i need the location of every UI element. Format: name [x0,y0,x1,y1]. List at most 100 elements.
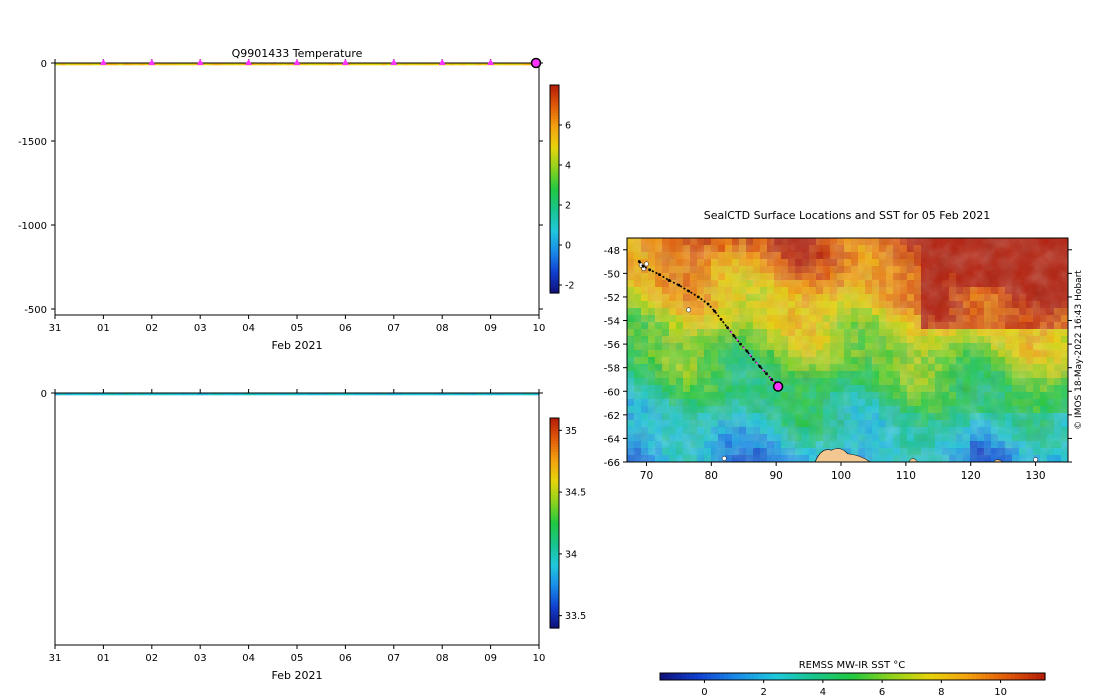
profile-cell [134,31,140,33]
profile-cell [286,18,292,20]
profile-cell [108,56,114,58]
profile-cell [202,48,208,50]
profile-cell [181,46,187,48]
profile-cell [123,33,129,35]
profile-cell [113,375,119,377]
profile-cell [528,53,534,55]
profile-cell [176,34,182,36]
profile-cell [323,41,329,43]
profile-cell [123,21,129,23]
profile-cell [292,16,298,18]
profile-cell [102,4,108,6]
profile-cell [87,386,93,388]
profile-cell [329,8,335,10]
colorbar-tick-label: -2 [565,281,574,292]
profile-cell [165,50,171,52]
profile-cell [413,1,419,3]
profile-cell [460,45,466,47]
profile-cell [434,60,440,62]
profile-cell [208,38,214,40]
profile-cell [102,378,108,380]
profile-cell [513,41,519,43]
profile-cell [281,26,287,28]
profile-cell [165,29,171,31]
profile-cell [113,371,119,373]
profile-cell [123,338,129,340]
profile-cell [465,4,471,6]
profile-cell [281,21,287,23]
profile-cell [160,4,166,6]
profile-cell [339,3,345,5]
profile-cell [92,343,98,345]
profile-cell [255,8,261,10]
profile-cell [492,18,498,20]
profile-cell [371,24,377,26]
colorbar-swatch [550,191,559,195]
profile-cell [413,48,419,50]
profile-cell [523,34,529,36]
profile-cell [460,34,466,36]
profile-cell [134,326,140,328]
profile-cell [171,8,177,10]
profile-cell [134,21,140,23]
profile-cell [502,43,508,45]
profile-cell [465,38,471,40]
profile-cell [60,60,66,62]
profile-cell [108,348,114,350]
profile-cell [460,36,466,38]
profile-cell [134,18,140,20]
profile-cell [150,13,156,15]
profile-cell [313,18,319,20]
profile-cell [318,9,324,11]
profile-cell [123,55,129,57]
profile-cell [187,23,193,25]
profile-cell [155,33,161,35]
profile-cell [528,14,534,16]
profile-cell [250,0,256,1]
profile-cell [213,1,219,3]
profile-cell [97,381,103,383]
profile-cell [92,369,98,371]
profile-cell [108,13,114,15]
colorbar-swatch [550,168,559,172]
profile-cell [276,41,282,43]
profile-cell [392,46,398,48]
profile-cell [528,28,534,30]
profile-cell [208,31,214,33]
profile-cell [297,19,303,21]
profile-cell [123,58,129,60]
profile-cell [286,43,292,45]
profile-cell [87,331,93,333]
profile-cell [386,0,392,1]
profile-cell [223,24,229,26]
profile-cell [308,16,314,18]
profile-cell [202,33,208,35]
profile-cell [418,38,424,40]
profile-cell [118,63,124,66]
profile-cell [129,50,135,52]
profile-cell [171,38,177,40]
profile-cell [181,43,187,45]
profile-cell [350,38,356,40]
profile-cell [350,0,356,1]
profile-cell [97,351,103,353]
profile-cell [187,36,193,38]
profile-cell [297,1,303,3]
profile-cell [323,38,329,40]
profile-cell [534,18,540,20]
profile-cell [429,29,435,31]
profile-cell [171,48,177,50]
profile-cell [76,385,82,387]
profile-cell [292,0,298,1]
profile-cell [386,21,392,23]
profile-cell [113,338,119,340]
profile-cell [66,385,72,387]
profile-cell [97,11,103,13]
profile-cell [402,26,408,28]
profile-cell [129,55,135,57]
profile-cell [476,58,482,60]
profile-cell [460,14,466,16]
profile-cell [229,3,235,5]
profile-cell [208,6,214,8]
profile-cell [144,4,150,6]
